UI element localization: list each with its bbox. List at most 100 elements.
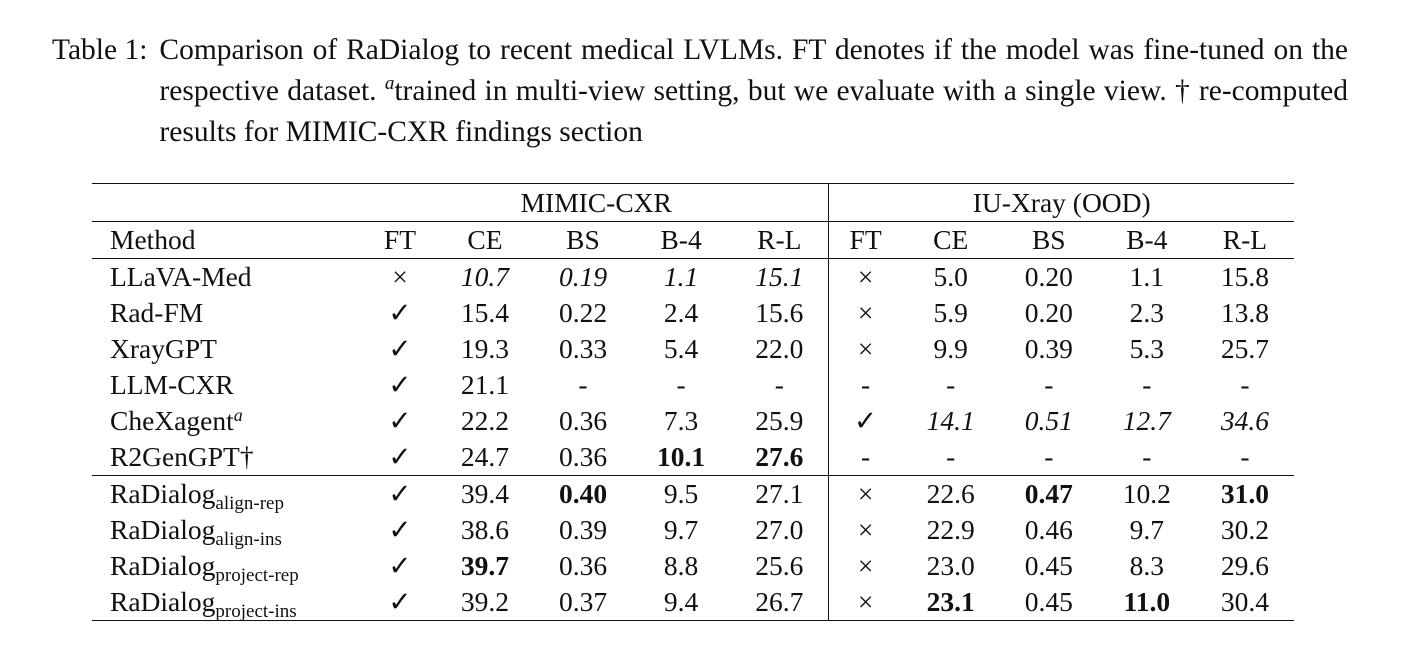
- table-cell: 5.3: [1129, 333, 1165, 364]
- table-cell: -: [578, 369, 588, 400]
- table-cell: 0.39: [558, 514, 608, 545]
- table-cell: 27.6: [755, 441, 804, 472]
- table-cell: 30.2: [1220, 514, 1269, 545]
- table-cell: ×: [828, 331, 902, 367]
- method-cell: RaDialogalign-rep: [92, 475, 364, 514]
- table-cell: 25.7: [1220, 333, 1269, 364]
- table-cell: 39.4: [435, 475, 534, 512]
- method-variant: align-rep: [215, 493, 284, 514]
- method-cell: CheXagenta: [92, 403, 364, 439]
- table-row: RaDialogalign-rep ✓ 39.4 0.40 9.5 27.1 × 22.6 0.…: [92, 475, 1294, 514]
- method-cell: RaDialogproject-rep: [92, 548, 364, 586]
- table-row: R2GenGPT† ✓ 24.7 0.36 10.1 27.6- - - - -: [92, 439, 1294, 476]
- table-cell: 9.7: [663, 514, 699, 545]
- table-row: XrayGPT ✓ 19.3 0.33 5.4 22.0 × 9.9 0.39 5.3 25.7: [92, 331, 1294, 367]
- table-cell: 30.4: [1195, 584, 1294, 621]
- group-header-row: MIMIC-CXR IU-Xray (OOD): [92, 183, 1294, 222]
- table-cell: ✓: [388, 297, 412, 328]
- table-cell: 0.36: [558, 550, 608, 581]
- table-cell: 5.9: [933, 297, 968, 328]
- method-variant: project-ins: [215, 601, 297, 622]
- table-cell: 34.6: [1220, 405, 1269, 436]
- table-cell: -: [1044, 369, 1054, 400]
- column-header: BS: [533, 221, 633, 259]
- table-cell: -: [1044, 441, 1054, 472]
- table-cell: 39.7: [460, 550, 509, 581]
- table-cell: 14.1: [926, 405, 975, 436]
- table-cell: 25.9: [755, 405, 804, 436]
- table-cell: 31.0: [1195, 475, 1294, 512]
- table-cell: 10.2: [1097, 475, 1196, 512]
- caption-label: Table 1:: [52, 34, 148, 66]
- group-header-spacer: [92, 183, 364, 222]
- table-row: Rad-FM ✓ 15.4 0.22 2.4 15.6 × 5.9 0.20 2.3 13.8: [92, 295, 1294, 331]
- table-row: CheXagenta ✓ 22.2 0.36 7.3 25.9 ✓ 14.1 0.51 12.7 3…: [92, 403, 1294, 439]
- table-cell: -: [774, 369, 784, 400]
- table-cell: 9.9: [933, 333, 968, 364]
- column-header: BS: [999, 221, 1098, 259]
- table-row: RaDialogproject-rep ✓ 39.7 0.36 8.8 25.6 × 23.0…: [92, 548, 1294, 586]
- table-cell: 9.5: [632, 475, 731, 512]
- table-cell: 0.20: [999, 258, 1098, 295]
- table-cell: ×: [828, 548, 902, 584]
- table-cell: ×: [828, 258, 902, 295]
- table-row: LLaVA-Med × 10.7 0.19 1.1 15.1 × 5.0 0.20 1.1 15.8: [92, 258, 1294, 295]
- table-row: RaDialogalign-ins ✓ 38.6 0.39 9.7 27.0 × 22.9 0.…: [92, 512, 1294, 550]
- table-cell: 5.4: [663, 333, 699, 364]
- method-cell: LLaVA-Med: [92, 258, 364, 295]
- table-cell: ✓: [388, 514, 412, 545]
- group-header-mimic: MIMIC-CXR: [364, 183, 829, 222]
- table-cell: ×: [828, 475, 902, 512]
- table-cell: -: [1240, 441, 1250, 472]
- table-cell: 0.45: [1024, 550, 1073, 581]
- table-cell: 0.33: [558, 333, 608, 364]
- table-cell: 22.9: [926, 514, 975, 545]
- column-header: R-L: [1195, 221, 1294, 259]
- method-name: RaDialog: [110, 550, 216, 581]
- table-cell: 2.4: [663, 297, 699, 328]
- table-cell: 25.6: [755, 550, 804, 581]
- method-name: RaDialog: [110, 514, 216, 545]
- method-name: CheXagent: [110, 405, 234, 436]
- table-cell: 0.36: [558, 405, 608, 436]
- method-cell: Rad-FM: [92, 295, 364, 331]
- table-cell: 10.1: [657, 441, 706, 472]
- table-cell: 26.7: [730, 584, 829, 621]
- table-cell: -: [828, 439, 902, 476]
- table-cell: ×: [828, 512, 902, 548]
- table-cell: ✓: [388, 441, 412, 472]
- table-cell: ✓: [388, 550, 412, 581]
- table-cell: -: [1142, 369, 1152, 400]
- table-cell: 9.7: [1129, 514, 1165, 545]
- method-cell: R2GenGPT†: [92, 439, 364, 476]
- table-cell: 15.1: [730, 258, 829, 295]
- method-variant: align-ins: [215, 529, 282, 550]
- table-cell: 0.40: [533, 475, 633, 512]
- table-cell: 0.39: [1024, 333, 1073, 364]
- table-cell: 27.0: [755, 514, 804, 545]
- table-cell: -: [1240, 369, 1250, 400]
- table-cell: 22.0: [755, 333, 804, 364]
- results-table: MIMIC-CXR IU-Xray (OOD) Method FT CE BS B-4 R…: [92, 183, 1294, 621]
- method-name: RaDialog: [110, 586, 216, 617]
- table-cell: 10.7: [435, 258, 534, 295]
- method-variant: project-rep: [215, 565, 299, 586]
- table-cell: 15.4: [460, 297, 509, 328]
- results-table-body: MIMIC-CXR IU-Xray (OOD) Method FT CE BS B-4 R…: [92, 183, 1294, 621]
- table-row: RaDialogproject-ins ✓ 39.2 0.37 9.4 26.7 × 23.1…: [92, 584, 1294, 621]
- column-header-row: Method FT CE BS B-4 R-L FT CE BS B-4 R-L: [92, 221, 1294, 259]
- table-cell: 7.3: [663, 405, 699, 436]
- table-cell: ✓: [364, 475, 436, 512]
- method-name: LLaVA-Med: [110, 261, 252, 292]
- table-cell: 1.1: [1097, 258, 1196, 295]
- table-cell: 0.51: [1024, 405, 1073, 436]
- method-cell: XrayGPT: [92, 331, 364, 367]
- table-cell: 24.7: [460, 441, 509, 472]
- table-cell: 13.8: [1220, 297, 1269, 328]
- table-caption: Table 1: Comparison of RaDialog to recen…: [52, 30, 1348, 153]
- table-cell: ×: [828, 584, 902, 621]
- table-cell: ✓: [388, 333, 412, 364]
- table-cell: 8.3: [1129, 550, 1165, 581]
- table-cell: 8.8: [663, 550, 699, 581]
- caption-superscript: a: [384, 73, 395, 95]
